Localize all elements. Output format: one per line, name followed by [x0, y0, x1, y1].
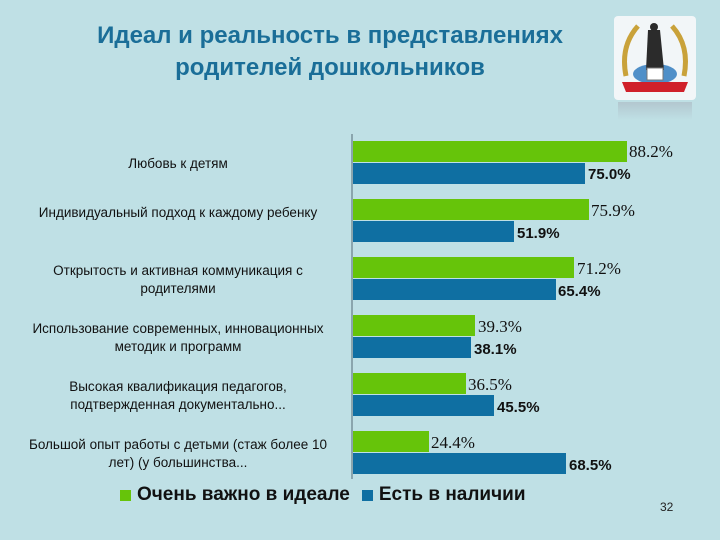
category-label: Открытость и активная коммуникация с род… — [53, 263, 303, 296]
legend-label-ideal: Очень важно в идеале — [137, 484, 350, 505]
legend-swatch-blue-icon — [361, 489, 373, 501]
legend-item-actual: Есть в наличии — [361, 484, 526, 506]
bar-actual — [353, 453, 566, 474]
category-label: Использование современных, инновационных… — [32, 321, 324, 354]
data-label-ideal: 71.2% — [577, 259, 621, 278]
title-line-1: Идеал и реальность в представлениях — [97, 22, 563, 49]
category-label: Любовь к детям — [128, 156, 228, 171]
logo-reflection — [618, 102, 692, 120]
legend-label-actual: Есть в наличии — [378, 484, 526, 505]
bar-actual — [353, 163, 585, 184]
data-label-ideal: 39.3% — [478, 317, 522, 336]
legend-swatch-green-icon — [120, 489, 131, 501]
data-label-ideal: 24.4% — [431, 433, 475, 452]
bar-ideal — [353, 199, 589, 220]
bar-ideal — [353, 431, 429, 452]
data-label-ideal: 36.5% — [468, 375, 512, 394]
bar-actual — [353, 337, 471, 358]
data-label-actual: 68.5% — [569, 457, 612, 474]
data-label-ideal: 88.2% — [629, 142, 673, 161]
data-label-actual: 51.9% — [517, 225, 560, 242]
legend-item-ideal: Очень важно в идеале — [120, 484, 350, 506]
title-line-2: родителей дошкольников — [175, 54, 485, 81]
bar-actual — [353, 279, 556, 300]
chart-legend: Очень важно в идеале Есть в наличии — [120, 484, 538, 506]
bar-actual — [353, 221, 514, 242]
bar-ideal — [353, 315, 475, 336]
page-number: 32 — [660, 500, 674, 514]
bar-ideal — [353, 373, 466, 394]
category-label: Индивидуальный подход к каждому ребенку — [38, 205, 318, 220]
slide-title: Идеал и реальность в представлениях роди… — [40, 20, 620, 84]
category-label: Большой опыт работы с детьми (стаж более… — [28, 437, 328, 470]
data-label-actual: 45.5% — [497, 399, 540, 416]
data-label-actual: 75.0% — [588, 166, 631, 183]
bar-actual — [353, 395, 494, 416]
emblem-logo-icon — [614, 16, 696, 100]
category-label: Высокая квалификация педагогов, подтверж… — [69, 379, 287, 412]
data-label-actual: 65.4% — [558, 283, 601, 300]
data-label-actual: 38.1% — [474, 341, 517, 358]
data-label-ideal: 75.9% — [591, 201, 635, 220]
category-axis — [351, 134, 353, 479]
bar-ideal — [353, 141, 627, 162]
bar-ideal — [353, 257, 574, 278]
